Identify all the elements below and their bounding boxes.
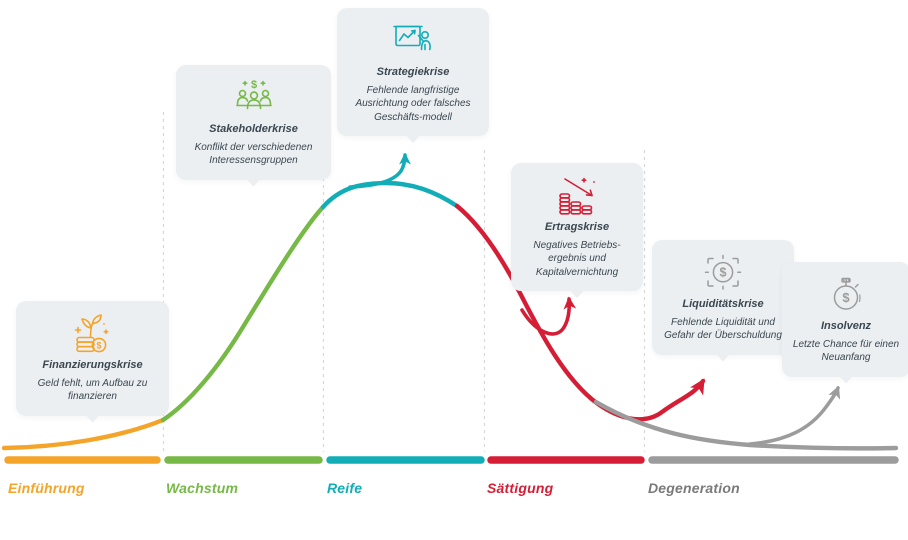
card-description: Fehlende Liquidität und Gefahr der Übers…	[664, 316, 782, 342]
card-title: Strategiekrise	[376, 66, 450, 78]
card-title: Finanzierungskrise	[42, 359, 143, 371]
dollar-stopwatch-icon: $	[833, 277, 861, 310]
svg-text:$: $	[96, 341, 101, 351]
svg-text:$: $	[842, 290, 850, 305]
presentation-chart-icon	[393, 25, 431, 51]
dollar-focus-icon: $	[704, 254, 742, 290]
card-description: Geld fehlt, um Aufbau zu finanzieren	[37, 377, 148, 403]
crisis-card-liquiditaetskrise: $ Liquiditätskrise Fehlende Liquidität u…	[652, 240, 794, 355]
card-description: Konflikt der verschiede­nen Interessensg…	[194, 141, 313, 167]
card-description: Letzte Chance für einen Neuanfang	[792, 338, 900, 364]
crisis-branch-arrows	[348, 152, 841, 446]
card-title: Liquiditätskrise	[682, 298, 764, 310]
card-title: Ertragskrise	[544, 221, 610, 233]
svg-text:$: $	[250, 79, 256, 91]
curve-segment-degeneration	[593, 399, 899, 451]
svg-text:$: $	[720, 266, 727, 280]
card-title: Insolvenz	[820, 320, 872, 332]
card-description: Negatives Betriebs-ergebnis und Kapitalv…	[533, 239, 621, 278]
crisis-card-ertragskrise: Ertragskrise Negatives Betriebs-ergebnis…	[511, 163, 643, 291]
stage-separator-lines	[162, 112, 646, 452]
people-table-dollar-icon: $	[235, 79, 272, 110]
insolvenz-arrow	[748, 385, 841, 446]
coins-sprout-icon: $	[74, 314, 108, 353]
curve-segment-einfuehrung	[1, 417, 166, 451]
card-description: Fehlende langfristige Ausrichtung oder f…	[355, 84, 471, 123]
crisis-card-strategiekrise: Strategiekrise Fehlende langfristige Aus…	[337, 8, 489, 136]
crisis-card-insolvenz: $ Insolvenz Letzte Chance für einen Neua…	[782, 262, 908, 377]
stage-label-saettigung: Sättigung	[487, 480, 554, 496]
crisis-card-finanzierungskrise: $ Finanzierungskrise Geld fehlt, um Aufb…	[16, 301, 169, 416]
strategiekrise-arrow	[348, 152, 411, 189]
curve-segment-reife	[320, 180, 460, 210]
stage-label-wachstum: Wachstum	[166, 480, 239, 496]
curve-segment-wachstum	[160, 204, 326, 423]
stage-label-reife: Reife	[327, 480, 363, 496]
crisis-card-stakeholderkrise: $ Stakeholderkrise Konflikt der verschie…	[176, 65, 331, 180]
curve-segment-saettigung	[454, 203, 706, 422]
declining-coins-icon	[559, 177, 595, 215]
ertragskrise-arrow	[520, 296, 577, 336]
stage-label-degeneration: Degeneration	[648, 480, 740, 496]
card-title: Stakeholderkrise	[209, 123, 298, 135]
stage-label-einfuehrung: Einführung	[8, 480, 85, 496]
